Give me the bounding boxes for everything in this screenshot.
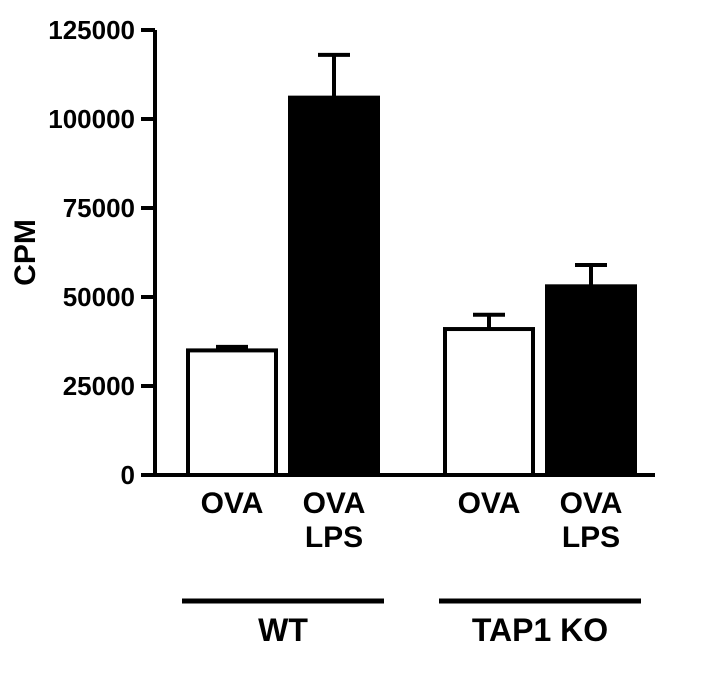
group-label: TAP1 KO xyxy=(472,612,608,648)
bar xyxy=(445,329,533,475)
y-tick-label: 125000 xyxy=(48,15,135,45)
bar-label: OVA xyxy=(201,487,264,520)
bar-label: LPS xyxy=(305,521,363,554)
chart-svg: 0250005000075000100000125000CPMOVAOVALPS… xyxy=(0,0,709,691)
bar-label: OVA xyxy=(560,487,623,520)
y-axis-label: CPM xyxy=(9,219,42,286)
bar-label: LPS xyxy=(562,521,620,554)
y-tick-label: 25000 xyxy=(63,371,135,401)
cpm-bar-chart: { "chart": { "type": "bar", "ylabel": "C… xyxy=(0,0,709,691)
bar-label: OVA xyxy=(458,487,521,520)
bar xyxy=(290,98,378,475)
y-tick-label: 100000 xyxy=(48,104,135,134)
bar xyxy=(547,286,635,475)
y-tick-label: 75000 xyxy=(63,193,135,223)
y-tick-label: 0 xyxy=(121,460,135,490)
y-tick-label: 50000 xyxy=(63,282,135,312)
bar xyxy=(188,350,276,475)
group-label: WT xyxy=(258,612,308,648)
bar-label: OVA xyxy=(303,487,366,520)
